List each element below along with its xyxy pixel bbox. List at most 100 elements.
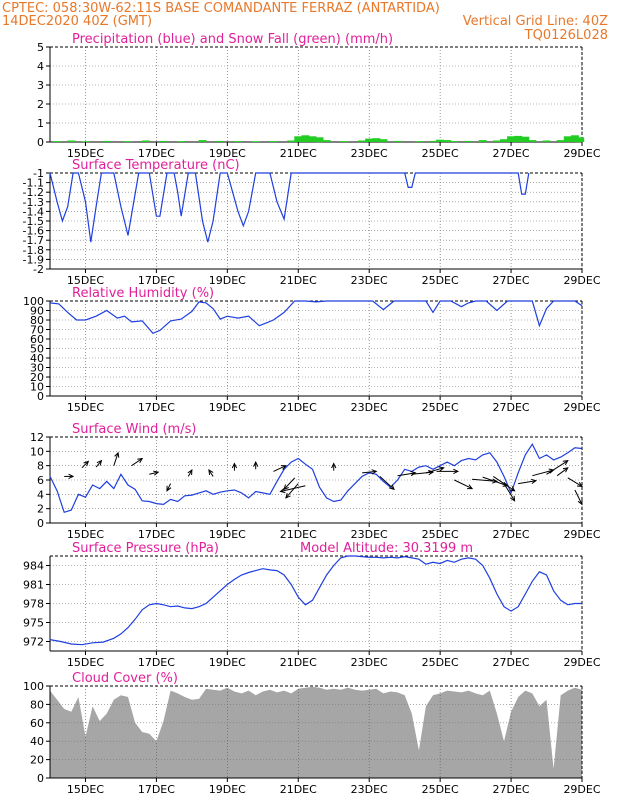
x-tick-label: 17DEC [138, 274, 175, 287]
wind-vector [454, 479, 473, 490]
x-tick-label: 17DEC [138, 656, 175, 669]
x-tick-label: 25DEC [422, 274, 459, 287]
wind-vector [113, 452, 119, 466]
y-tick-label: 10 [30, 445, 44, 458]
x-tick-label: 25DEC [422, 528, 459, 541]
x-tick-label: 25DEC [422, 656, 459, 669]
snowfall-bar [514, 135, 523, 142]
x-tick-label: 19DEC [209, 783, 246, 796]
x-tick-label: 27DEC [493, 401, 530, 414]
snowfall-bar [159, 140, 168, 142]
y-tick-label: 5 [37, 41, 44, 54]
snowfall-bar [216, 140, 225, 142]
y-tick-label: 40 [30, 735, 44, 748]
snowfall-bar [234, 141, 242, 142]
wind-vector [482, 476, 508, 487]
snowfall-bar [81, 141, 90, 142]
y-tick-label: -1.3 [23, 196, 44, 209]
wind-arrowhead [153, 470, 160, 476]
snowfall-bar [53, 141, 62, 142]
y-tick-label: 40 [30, 352, 44, 365]
x-tick-label: 23DEC [351, 528, 388, 541]
wind-arrowhead [231, 462, 238, 469]
y-tick-label: 978 [23, 598, 44, 611]
y-tick-label: 0 [37, 517, 44, 530]
x-tick-label: 23DEC [351, 656, 388, 669]
snowfall-bar [576, 137, 585, 143]
wind-vector [546, 460, 569, 475]
x-tick-label: 19DEC [209, 147, 246, 160]
x-tick-label: 27DEC [493, 656, 530, 669]
series-line [49, 172, 530, 243]
snowfall-bar [429, 140, 437, 142]
wind-vector [81, 461, 89, 469]
y-tick-label: 20 [30, 371, 44, 384]
wind-vector [397, 472, 416, 477]
header-station: CPTEC: 058:30W-62:11S BASE COMANDANTE FE… [2, 1, 440, 16]
wind-arrowhead [68, 473, 75, 480]
wind-arrowhead [438, 466, 445, 472]
wind-vector [149, 471, 159, 475]
snowfall-bar [315, 137, 324, 143]
series-area [50, 686, 582, 778]
snowfall-bar [556, 140, 565, 142]
x-tick-label: 15DEC [67, 274, 104, 287]
snowfall-bar [102, 140, 111, 142]
y-tick-label: 100 [23, 295, 44, 308]
snowfall-bar [141, 140, 150, 142]
wind-vector [411, 471, 434, 475]
x-tick-label: 21DEC [280, 783, 317, 796]
snowfall-bar [393, 140, 402, 142]
header-code: TQ0126L028 [524, 28, 608, 43]
panel-title: Surface Pressure (hPa) [72, 541, 219, 556]
wind-arrowhead [492, 478, 499, 484]
y-tick-label: -1.8 [23, 244, 44, 257]
wind-vector [95, 460, 102, 468]
snowfall-bar [294, 136, 303, 142]
y-tick-label: -1.4 [23, 205, 44, 218]
y-tick-label: 981 [23, 579, 44, 592]
wind-vector [379, 476, 395, 490]
x-tick-label: 29DEC [563, 274, 600, 287]
wind-vector [556, 467, 569, 477]
panel-1: Precipitation (blue) and Snow Fall (gree… [37, 32, 601, 160]
y-tick-label: 10 [30, 381, 44, 394]
wind-arrowhead [166, 485, 172, 492]
snowfall-bar [443, 140, 452, 142]
y-tick-label: 4 [37, 488, 44, 501]
header: CPTEC: 058:30W-62:11S BASE COMANDANTE FE… [2, 1, 608, 43]
x-tick-label: 23DEC [351, 147, 388, 160]
wind-arrowhead [208, 469, 214, 475]
x-tick-label: 21DEC [280, 147, 317, 160]
y-tick-label: -1.7 [23, 234, 44, 247]
snowfall-bar [365, 138, 374, 142]
snowfall-bar [177, 141, 186, 142]
snowfall-bar [436, 139, 445, 142]
y-tick-label: 6 [37, 474, 44, 487]
wind-arrowhead [562, 459, 569, 466]
y-tick-label: 80 [30, 314, 44, 327]
wind-arrowhead [83, 460, 90, 467]
y-tick-label: 90 [30, 305, 44, 318]
x-tick-label: 21DEC [280, 656, 317, 669]
x-tick-label: 29DEC [563, 783, 600, 796]
snowfall-bar [563, 136, 572, 142]
snowfall-bar [287, 140, 296, 142]
panel-title: Surface Temperature (nC) [72, 158, 240, 173]
header-grid-line: Vertical Grid Line: 40Z [463, 14, 608, 29]
y-tick-label: 0 [37, 772, 44, 785]
wind-vector [280, 485, 306, 492]
wind-arrowhead [530, 478, 538, 485]
x-tick-label: 25DEC [422, 147, 459, 160]
y-tick-label: 972 [23, 636, 44, 649]
wind-vector [532, 469, 554, 477]
y-tick-label: 70 [30, 324, 44, 337]
x-tick-label: 23DEC [351, 783, 388, 796]
x-tick-label: 23DEC [351, 274, 388, 287]
snowfall-bar [340, 141, 349, 142]
x-tick-label: 17DEC [138, 147, 175, 160]
y-tick-label: 60 [30, 333, 44, 346]
wind-vector [518, 480, 536, 485]
wind-arrowhead [187, 468, 193, 476]
